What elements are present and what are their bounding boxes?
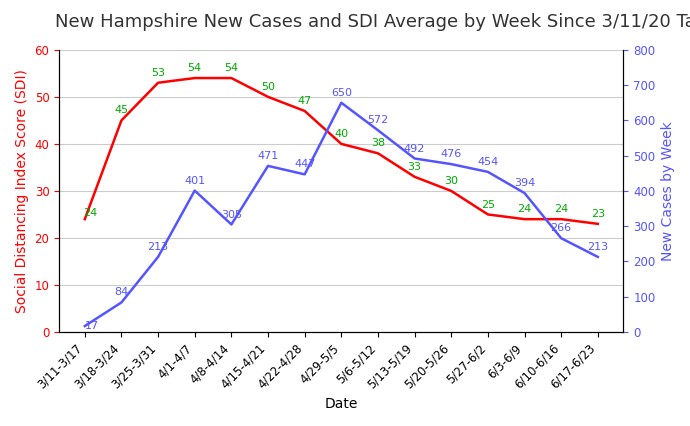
Text: 47: 47 (297, 96, 312, 106)
Y-axis label: New Cases by Week: New Cases by Week (661, 121, 675, 261)
Text: 33: 33 (408, 162, 422, 172)
X-axis label: Date: Date (324, 397, 358, 411)
Text: 38: 38 (371, 138, 385, 148)
Y-axis label: Social Distancing Index Score (SDI): Social Distancing Index Score (SDI) (15, 69, 29, 313)
Text: 454: 454 (477, 157, 498, 167)
Text: 23: 23 (591, 209, 605, 219)
Text: 24: 24 (554, 204, 569, 214)
Text: 471: 471 (257, 151, 279, 161)
Text: 50: 50 (261, 82, 275, 92)
Text: 394: 394 (514, 178, 535, 188)
Text: 492: 492 (404, 144, 425, 153)
Text: 84: 84 (115, 288, 128, 297)
Text: 305: 305 (221, 210, 242, 219)
Text: New Hampshire New Cases and SDI Average by Week Since 3/11/20 Target SDI Guess: : New Hampshire New Cases and SDI Average … (55, 13, 690, 31)
Text: 447: 447 (294, 159, 315, 170)
Text: 54: 54 (224, 63, 239, 73)
Text: 25: 25 (481, 199, 495, 210)
Text: 53: 53 (151, 68, 165, 78)
Text: 401: 401 (184, 176, 206, 186)
Text: 40: 40 (334, 129, 348, 139)
Text: 266: 266 (551, 223, 572, 233)
Text: 24: 24 (83, 208, 97, 219)
Text: 650: 650 (331, 88, 352, 98)
Text: 30: 30 (444, 176, 458, 186)
Text: 213: 213 (148, 242, 168, 252)
Text: 45: 45 (115, 105, 128, 115)
Text: 54: 54 (188, 63, 201, 73)
Text: 572: 572 (367, 115, 388, 125)
Text: 476: 476 (441, 149, 462, 159)
Text: 213: 213 (587, 242, 609, 252)
Text: 24: 24 (518, 204, 532, 214)
Text: 17: 17 (85, 321, 99, 331)
